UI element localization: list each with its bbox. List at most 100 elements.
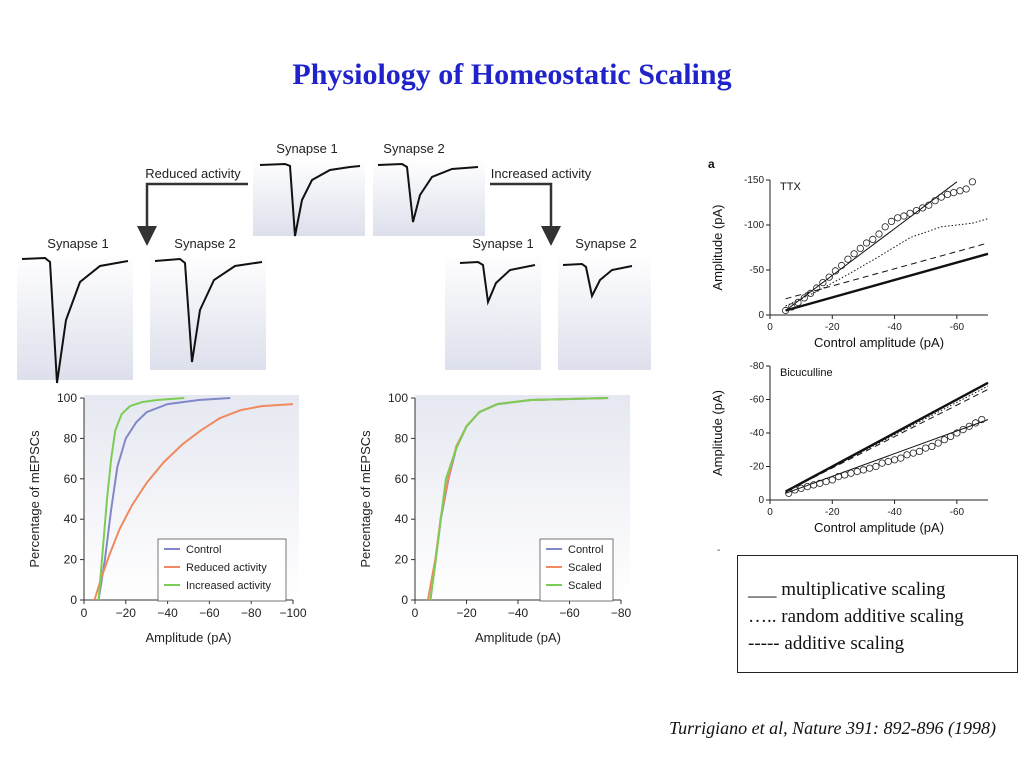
data-point — [931, 197, 939, 205]
legend-label: Control — [568, 544, 603, 556]
x-tick-label: -60 — [950, 322, 965, 333]
data-point — [875, 230, 883, 238]
data-point — [831, 267, 839, 275]
trace-label-right-synapse2: Synapse 2 — [575, 236, 636, 251]
fit-line-solid-thick — [785, 252, 989, 312]
y-tick-label: 0 — [401, 593, 408, 607]
data-point — [853, 467, 861, 476]
legend-additive: ----- additive scaling — [748, 633, 905, 654]
x-tick-label: -60 — [950, 507, 965, 518]
data-point — [925, 201, 933, 209]
ttx-scatter-chart: 0 -20 -40 -60 0 -50 -100 -150 Control amplitude … — [708, 157, 989, 350]
x-tick-label: 0 — [767, 322, 773, 333]
data-point — [859, 466, 867, 474]
data-point — [825, 273, 833, 281]
y-tick-label: 100 — [388, 391, 408, 405]
x-tick-label: −80 — [611, 606, 632, 620]
y-tick-label: 60 — [395, 472, 409, 486]
x-tick-label: −20 — [116, 606, 137, 620]
trace-top-synapse1 — [259, 162, 361, 237]
cumulative-left-chart: 0 −20 −40 −60 −80 −100 0 20 40 60 80 100 Amplitude (… — [27, 391, 307, 645]
arrow-reduced-activity — [137, 182, 248, 246]
data-point — [838, 261, 846, 270]
panel-label: a — [708, 157, 715, 171]
panel-annotation: TTX — [780, 181, 801, 193]
x-tick-label: -40 — [887, 322, 902, 333]
y-tick-label: 0 — [70, 593, 77, 607]
series-line — [429, 397, 609, 601]
trace-label-left-synapse1: Synapse 1 — [47, 236, 108, 251]
data-point — [943, 190, 952, 199]
data-point — [884, 457, 892, 466]
stray-mark: - — [717, 545, 721, 556]
arrow-increased-activity — [490, 182, 561, 246]
y-axis-label: Percentage of mEPSCs — [358, 430, 373, 568]
y-axis-label: Percentage of mEPSCs — [27, 430, 42, 568]
data-point — [968, 178, 976, 186]
y-axis-label: Amplitude (pA) — [710, 205, 725, 291]
trace-box-left-1 — [17, 252, 133, 380]
x-axis-label: Amplitude (pA) — [475, 630, 561, 645]
label-reduced-activity: Reduced activity — [145, 166, 241, 181]
data-point — [844, 255, 852, 263]
y-axis-label: Amplitude (pA) — [710, 390, 725, 476]
y-tick-label: 60 — [64, 472, 78, 486]
scaling-legend-box: ___ multiplicative scaling ….. random ad… — [737, 555, 1018, 673]
data-point — [847, 469, 855, 477]
fit-line-dotted — [785, 218, 989, 307]
data-point — [894, 214, 902, 222]
legend-label: Scaled — [568, 580, 602, 592]
trace-box-left-2 — [150, 252, 266, 370]
data-point — [956, 187, 964, 195]
y-tick-label: 0 — [758, 310, 764, 321]
y-tick-label: 20 — [395, 553, 409, 567]
data-point — [906, 209, 914, 217]
data-point — [950, 188, 958, 197]
data-point — [891, 456, 899, 464]
legend-label: Scaled — [568, 562, 602, 574]
data-point — [819, 279, 827, 287]
x-axis-label: Amplitude (pA) — [146, 630, 232, 645]
data-point — [953, 429, 961, 437]
trace-right-synapse1 — [459, 260, 536, 306]
data-point — [928, 442, 936, 450]
x-tick-label: −80 — [241, 606, 262, 620]
x-tick-label: −60 — [559, 606, 580, 620]
data-point — [881, 223, 889, 231]
x-tick-label: −60 — [199, 606, 220, 620]
data-point — [806, 289, 815, 297]
x-tick-label: 0 — [81, 606, 88, 620]
x-axis-label: Control amplitude (pA) — [814, 520, 944, 535]
page-title: Physiology of Homeostatic Scaling — [292, 58, 732, 91]
fit-line-dotted — [785, 385, 989, 493]
legend-multiplicative: ___ multiplicative scaling — [748, 579, 946, 600]
data-point — [869, 235, 877, 244]
data-point — [872, 462, 880, 471]
data-point — [794, 298, 802, 306]
y-tick-label: -150 — [744, 175, 764, 186]
data-point — [822, 477, 830, 486]
y-tick-label: 80 — [395, 431, 409, 445]
trace-box-top-1 — [253, 158, 365, 236]
trace-label-right-synapse1: Synapse 1 — [472, 236, 533, 251]
data-point — [912, 206, 920, 215]
data-point — [813, 284, 821, 292]
data-point — [978, 415, 986, 424]
trace-label-top-synapse1: Synapse 1 — [276, 141, 337, 156]
fit-line-solid-thin — [785, 419, 989, 494]
x-tick-label: 0 — [412, 606, 419, 620]
data-point — [800, 294, 808, 302]
x-axis-label: Control amplitude (pA) — [814, 335, 944, 350]
fit-line-solid-thick — [785, 381, 989, 493]
trace-box-right-2 — [558, 252, 651, 370]
x-tick-label: −20 — [456, 606, 477, 620]
data-point — [862, 239, 871, 247]
data-point — [971, 419, 980, 427]
data-point — [909, 449, 917, 457]
y-tick-label: 40 — [64, 512, 78, 526]
legend-label: Increased activity — [186, 580, 271, 592]
x-tick-label: −40 — [157, 606, 178, 620]
label-increased-activity: Increased activity — [491, 166, 592, 181]
x-tick-label: −100 — [279, 606, 306, 620]
y-tick-label: 0 — [758, 495, 764, 506]
